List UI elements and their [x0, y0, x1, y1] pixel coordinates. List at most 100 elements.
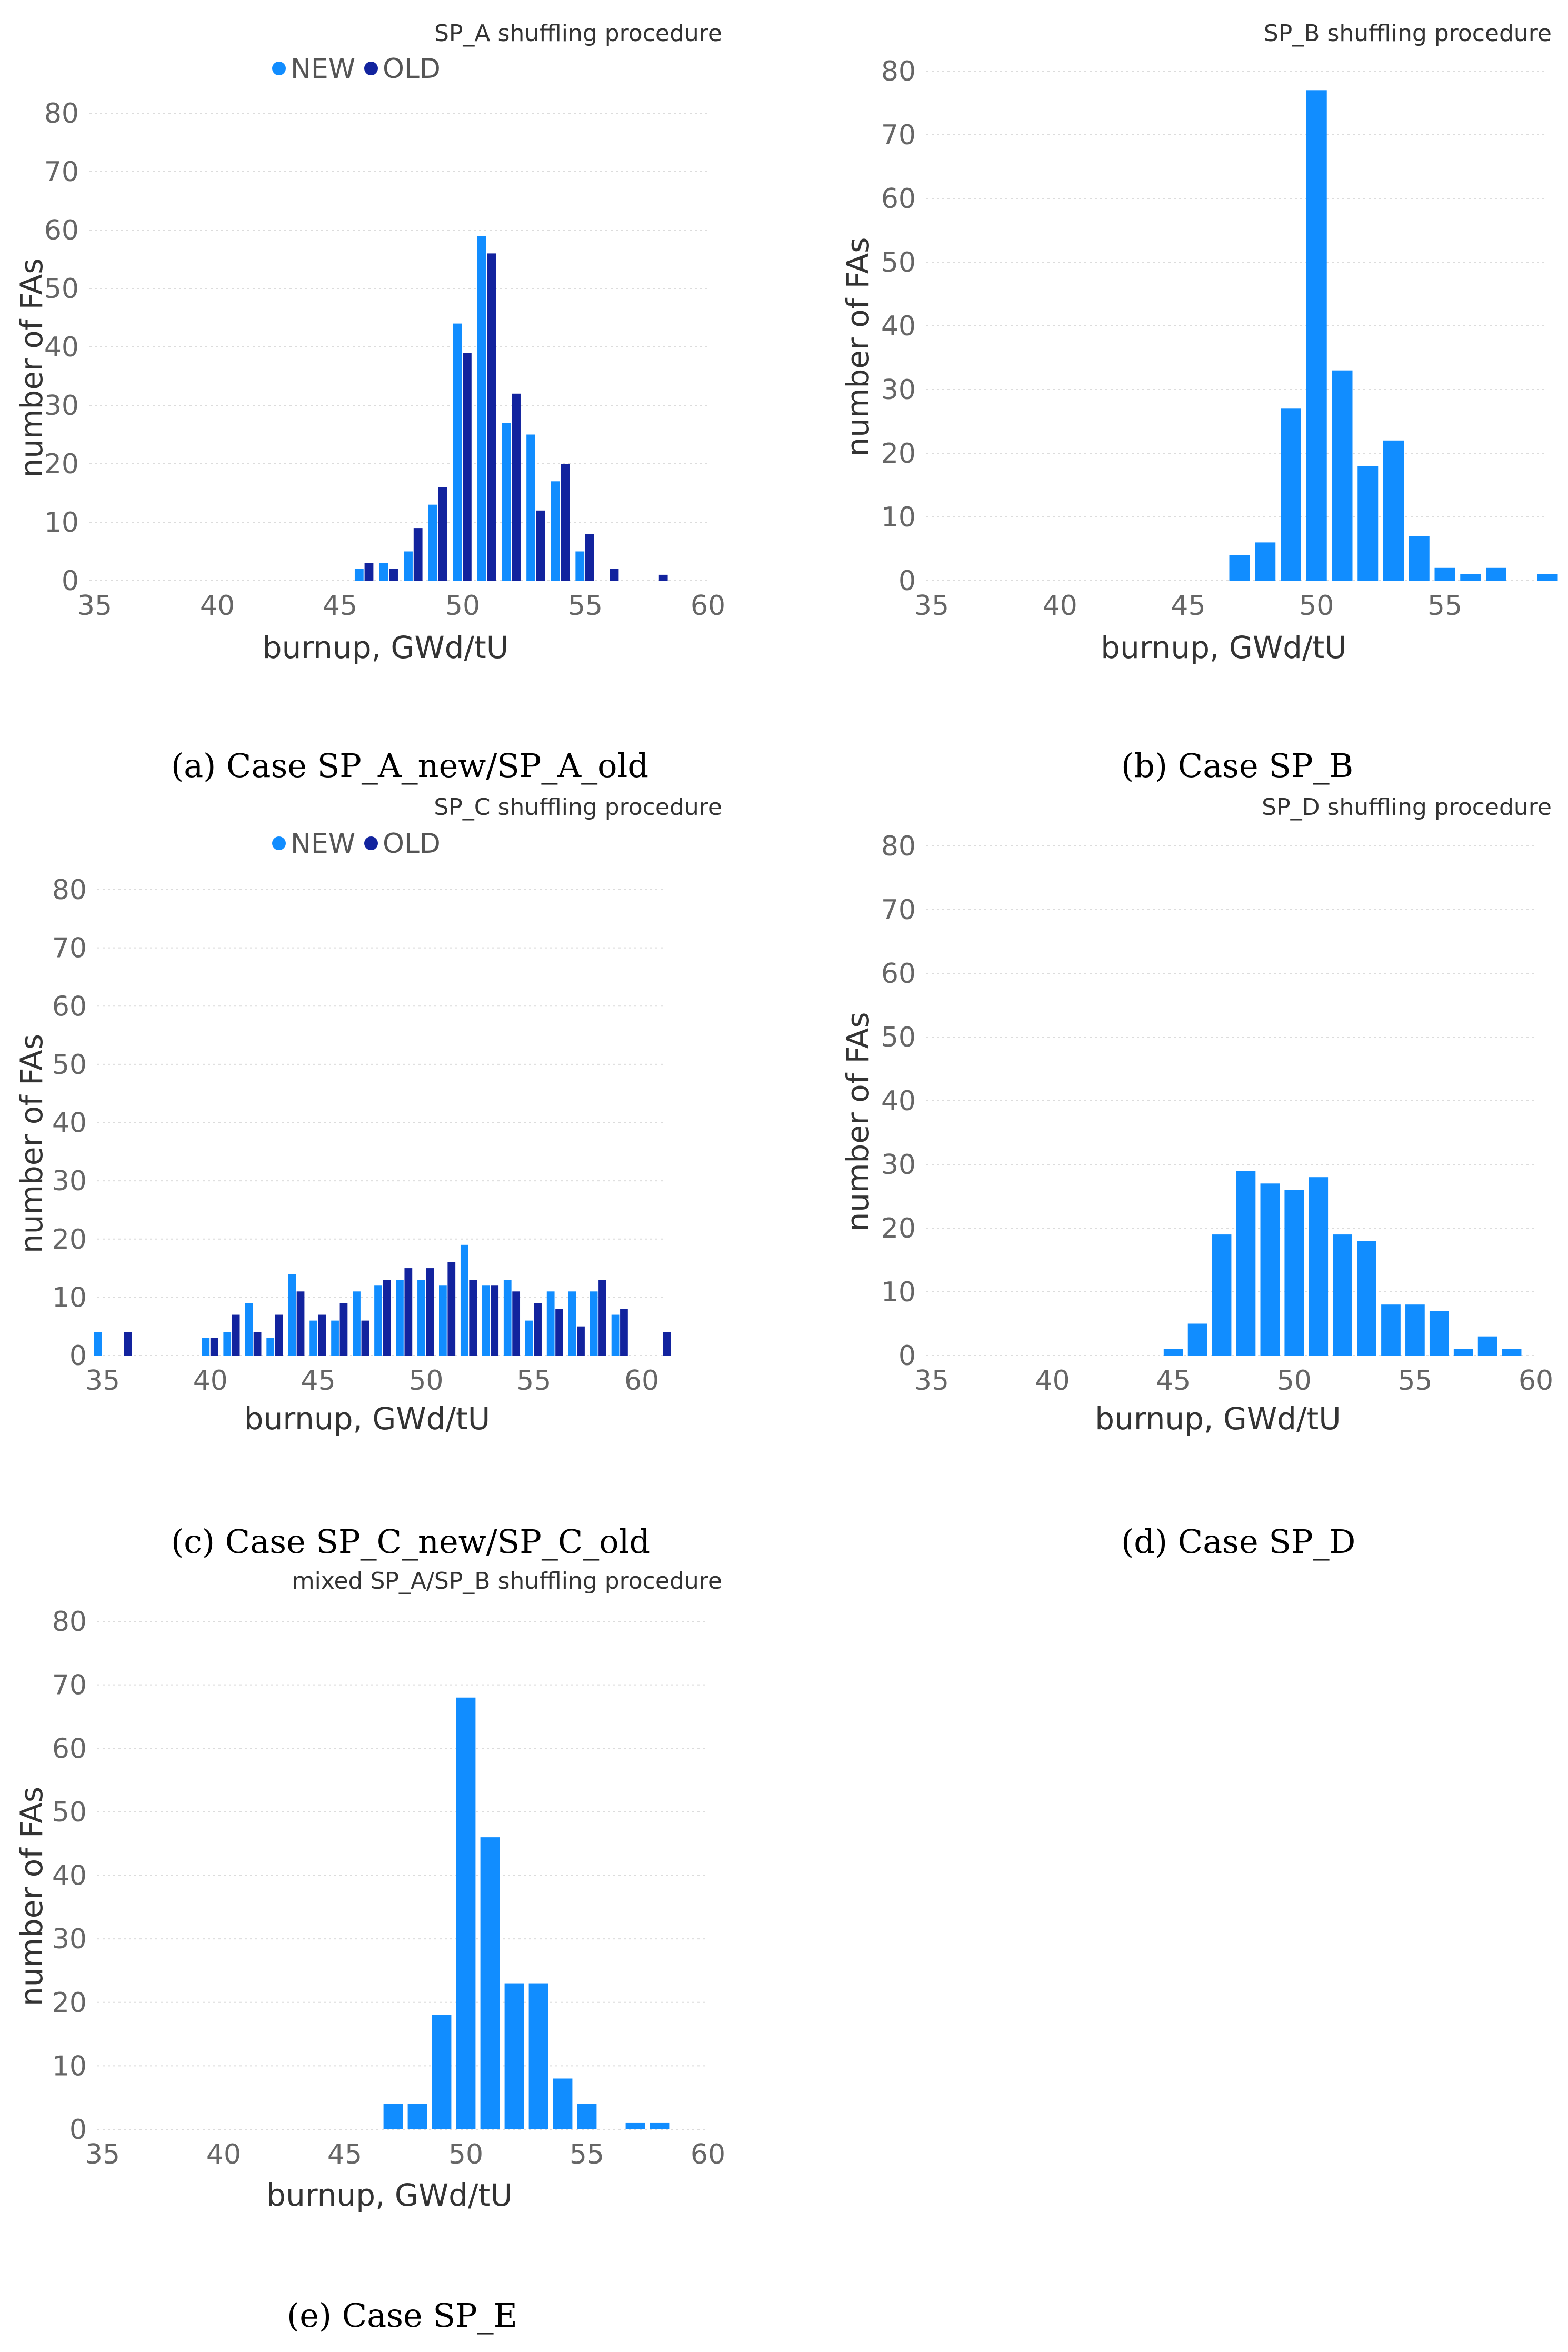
- chart-b-ytick-label: 30: [881, 374, 916, 406]
- chart-a-ytick-label: 30: [44, 390, 79, 422]
- chart-a-ytick-label: 0: [62, 565, 79, 597]
- chart-c-xtick-label: 60: [624, 1365, 659, 1397]
- chart-c-ytick-label: 0: [69, 1340, 87, 1372]
- chart-c-xtick-label: 35: [85, 1365, 120, 1397]
- chart-c-bar-new: [288, 1274, 296, 1356]
- chart-d-ytick-label: 30: [881, 1149, 916, 1181]
- chart-d-ytick-label: 10: [881, 1277, 916, 1308]
- chart-c-bar-new: [94, 1332, 102, 1356]
- chart-b-bar-count: [1357, 466, 1379, 581]
- chart-c-bar-new: [374, 1285, 382, 1356]
- chart-d-bar-count: [1357, 1241, 1376, 1356]
- chart-d-ytick-label: 80: [881, 831, 916, 862]
- chart-c-bar-new: [439, 1285, 447, 1356]
- chart-c-bar-old: [598, 1280, 606, 1356]
- chart-a-ytick-label: 20: [44, 449, 79, 480]
- chart-a-bar-old: [413, 528, 423, 581]
- chart-a-ytick-label: 50: [44, 273, 79, 305]
- chart-e-bar-count: [432, 2015, 452, 2129]
- chart-c-xtick-label: 40: [193, 1365, 228, 1397]
- chart-e-ytick-label: 70: [52, 1670, 87, 1701]
- chart-c-bar-new: [417, 1280, 425, 1356]
- chart-c-bar-old: [447, 1262, 456, 1356]
- chart-b-bar-count: [1486, 567, 1506, 581]
- chart-a-ytick-label: 70: [44, 156, 79, 188]
- chart-b-bar-count: [1409, 536, 1430, 581]
- chart-c-bar-old: [512, 1291, 521, 1356]
- chart-d-bar-count: [1405, 1304, 1425, 1356]
- chart-d-bar-count: [1333, 1234, 1353, 1356]
- chart-a-legend-label-old: OLD: [383, 53, 441, 85]
- chart-d-bar-count: [1502, 1349, 1522, 1356]
- chart-b-ytick-label: 20: [881, 438, 916, 470]
- chart-c-bar-new: [503, 1280, 512, 1356]
- chart-e-ylabel: number of FAs: [14, 1787, 49, 2006]
- chart-a-bar-new: [551, 481, 560, 581]
- chart-c-ytick-label: 60: [52, 991, 87, 1022]
- chart-e-xtick-label: 60: [691, 2139, 725, 2170]
- chart-a-bar-old: [610, 569, 619, 581]
- chart-e-ytick-label: 10: [52, 2050, 87, 2082]
- chart-e-xtick-label: 55: [570, 2139, 604, 2170]
- chart-b-bar-count: [1255, 542, 1276, 581]
- chart-a-bar-new: [428, 504, 437, 581]
- chart-d-bar-count: [1309, 1177, 1329, 1356]
- chart-d-bar-count: [1236, 1171, 1256, 1356]
- chart-c-bar-new: [245, 1303, 253, 1356]
- chart-e-bar-count: [383, 2104, 403, 2129]
- chart-c-bar-old: [253, 1332, 262, 1356]
- chart-d-xtick-label: 40: [1035, 1365, 1070, 1397]
- chart-b-xtick-label: 55: [1427, 590, 1462, 622]
- chart-a-bar-new: [575, 551, 585, 581]
- chart-c-ylabel: number of FAs: [14, 1034, 49, 1253]
- chart-a-bar-old: [438, 487, 447, 581]
- chart-d-xtick-label: 35: [914, 1365, 949, 1397]
- chart-c-bar-old: [318, 1314, 326, 1356]
- chart-a-bar-old: [487, 253, 496, 581]
- chart-c-bar-new: [266, 1338, 275, 1356]
- chart-b-xtick-label: 35: [914, 590, 949, 622]
- chart-b-bar-count: [1434, 567, 1455, 581]
- chart-c-ytick-label: 20: [52, 1224, 87, 1255]
- chart-d-ytick-label: 60: [881, 958, 916, 990]
- chart-e-ytick-label: 60: [52, 1733, 87, 1765]
- chart-d-xtick-label: 60: [1519, 1365, 1553, 1397]
- chart-a-xtick-label: 45: [323, 590, 357, 622]
- chart-c-bar-old: [361, 1320, 369, 1356]
- chart-b-xtick-label: 40: [1043, 590, 1077, 622]
- chart-d-bar-count: [1212, 1234, 1232, 1356]
- chart-e-xtick-label: 40: [206, 2139, 241, 2170]
- chart-d-bar-count: [1453, 1349, 1473, 1356]
- chart-e-bar-count: [625, 2122, 645, 2129]
- chart-b-ytick-label: 80: [881, 56, 916, 87]
- chart-c-xtick-label: 55: [516, 1365, 551, 1397]
- chart-c-ytick-label: 80: [52, 874, 87, 906]
- chart-b-ylabel: number of FAs: [840, 237, 876, 456]
- chart-b-ytick-label: 10: [881, 502, 916, 533]
- chart-e-caption: (e) Case SP_E: [287, 2296, 517, 2335]
- chart-a-caption: (a) Case SP_A_new/SP_A_old: [171, 746, 648, 785]
- chart-c-xtick-label: 50: [408, 1365, 443, 1397]
- chart-a-xtick-label: 40: [200, 590, 235, 622]
- chart-e-xtick-label: 50: [448, 2139, 483, 2170]
- chart-d-ytick-label: 0: [898, 1340, 916, 1372]
- chart-a-ytick-label: 40: [44, 332, 79, 363]
- chart-b-title: SP_B shuffling procedure: [1264, 20, 1552, 47]
- chart-a-ylabel: number of FAs: [14, 258, 49, 477]
- chart-c-bar-old: [275, 1314, 283, 1356]
- chart-c-bar-old: [577, 1326, 585, 1356]
- chart-c-bar-old: [469, 1280, 477, 1356]
- chart-d-ytick-label: 40: [881, 1085, 916, 1117]
- chart-c-bar-new: [202, 1338, 210, 1356]
- chart-d-caption: (d) Case SP_D: [1121, 1522, 1355, 1561]
- chart-c-bar-new: [590, 1291, 598, 1356]
- chart-a-xtick-label: 50: [445, 590, 480, 622]
- chart-d-xlabel: burnup, GWd/tU: [1095, 1401, 1341, 1437]
- chart-c-ytick-label: 70: [52, 933, 87, 964]
- chart-b-bar-count: [1306, 90, 1327, 581]
- chart-a-bar-new: [379, 563, 388, 581]
- chart-c-bar-new: [331, 1320, 339, 1356]
- chart-c-caption: (c) Case SP_C_new/SP_C_old: [171, 1522, 650, 1561]
- chart-b-bar-count: [1537, 574, 1558, 581]
